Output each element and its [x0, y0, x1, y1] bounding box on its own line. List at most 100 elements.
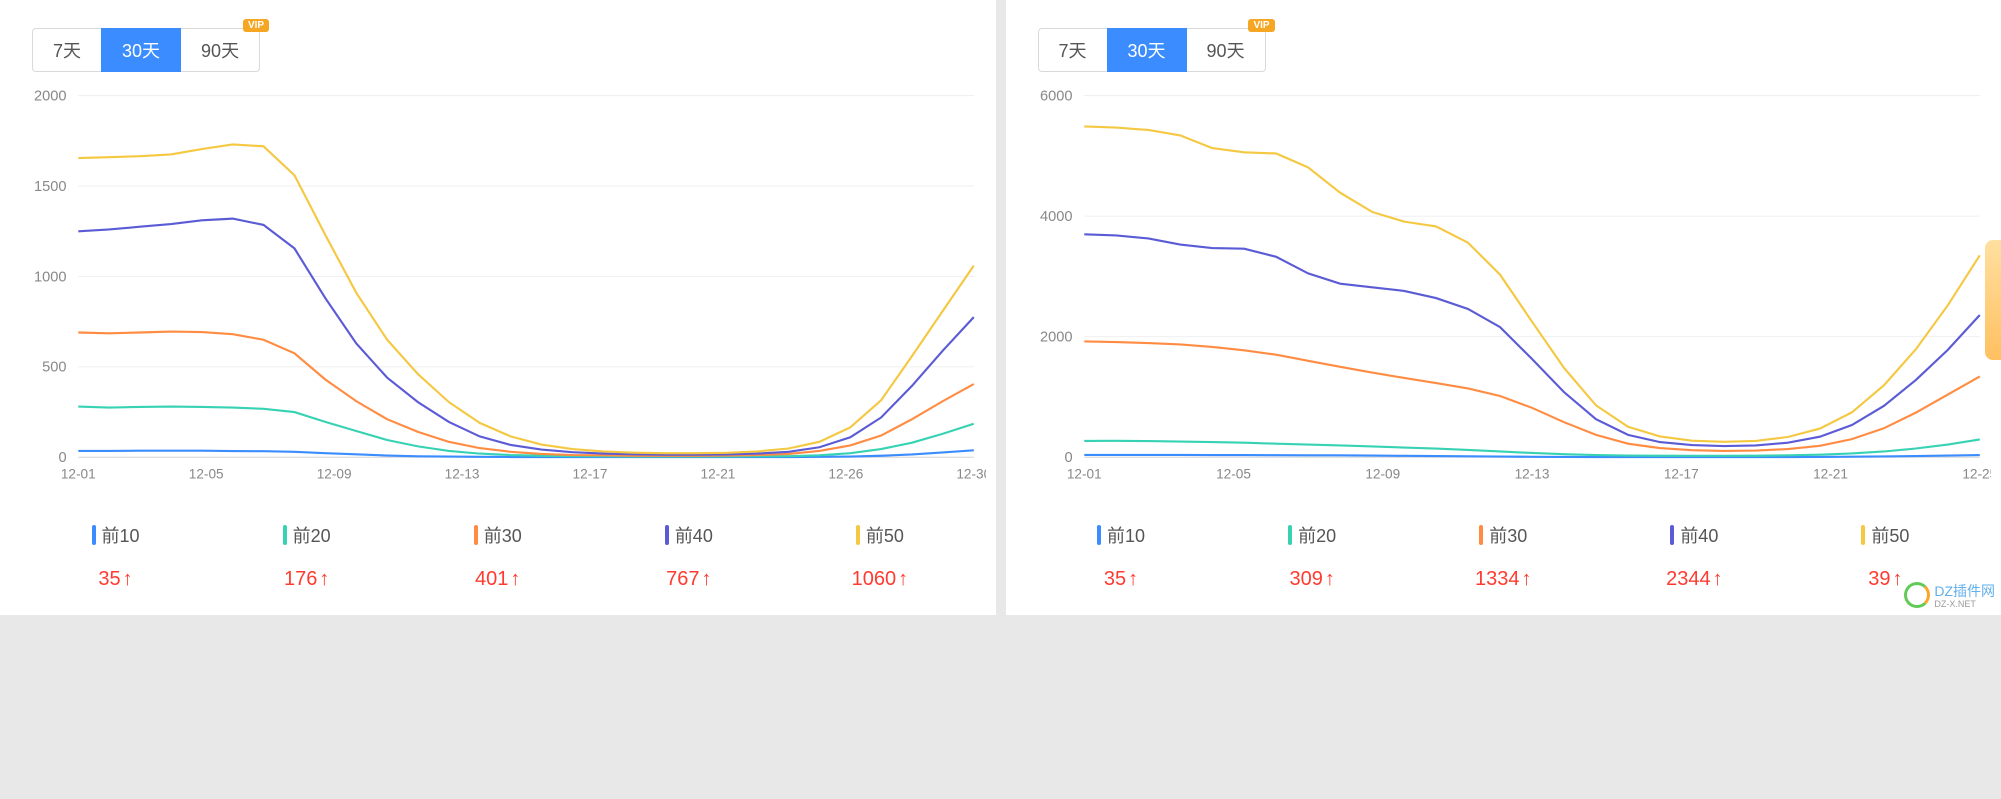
legend-label-text: 前50: [1871, 522, 1909, 548]
legend-row: 前10 前20 前30 前40 前50: [1006, 492, 2001, 560]
legend-value-number: 176: [284, 568, 317, 590]
legend-item[interactable]: 前10: [20, 522, 211, 550]
legend-value-number: 309: [1289, 568, 1322, 590]
legend-value: 35↑: [20, 568, 211, 591]
x-axis-label: 12-05: [1216, 467, 1251, 482]
time-range-tabs: 7天 30天90天VIP: [0, 0, 996, 72]
tab-label: 7天: [53, 41, 81, 61]
x-axis-label: 12-05: [189, 467, 224, 482]
legend-color-bar: [1670, 525, 1674, 545]
y-axis-label: 2000: [1040, 330, 1073, 346]
legend-value-number: 1060: [852, 568, 897, 590]
x-axis-label: 12-09: [317, 467, 352, 482]
legend-value-number: 35: [1104, 568, 1126, 590]
x-axis-label: 12-21: [1813, 467, 1848, 482]
legend-value: 176↑: [211, 568, 402, 591]
vip-badge: VIP: [243, 19, 269, 32]
legend-label-text: 前40: [675, 522, 713, 548]
line-chart: 050010001500200012-0112-0512-0912-1312-1…: [0, 72, 996, 492]
legend-value-number: 767: [666, 568, 699, 590]
trend-up-icon: ↑: [123, 568, 133, 591]
trend-up-icon: ↑: [898, 568, 908, 591]
legend-color-bar: [665, 525, 669, 545]
x-axis-label: 12-21: [700, 467, 735, 482]
legend-value: 1060↑: [784, 568, 975, 591]
legend-label-text: 前10: [1107, 522, 1145, 548]
series-line: [1084, 234, 1980, 446]
legend-color-bar: [1861, 525, 1865, 545]
legend-color-bar: [1097, 525, 1101, 545]
legend-item[interactable]: 前30: [1408, 522, 1599, 550]
watermark: DZ插件网DZ-X.NET: [1904, 581, 1995, 609]
legend-label-text: 前30: [1489, 522, 1527, 548]
legend-value-row: 35↑309↑1334↑2344↑39↑: [1006, 560, 2001, 615]
legend-color-bar: [474, 525, 478, 545]
legend-item[interactable]: 前20: [211, 522, 402, 550]
series-line: [1084, 439, 1980, 455]
y-axis-label: 4000: [1040, 209, 1073, 225]
legend-value: 35↑: [1026, 568, 1217, 591]
tab-label: 7天: [1059, 41, 1087, 61]
legend-item[interactable]: 前40: [593, 522, 784, 550]
legend-color-bar: [1479, 525, 1483, 545]
legend-label-text: 前10: [102, 522, 140, 548]
legend-color-bar: [856, 525, 860, 545]
x-axis-label: 12-13: [1514, 467, 1549, 482]
y-axis-label: 6000: [1040, 89, 1073, 105]
panel-left: 7天30天90天VIP050010001500200012-0112-0512-…: [0, 0, 996, 615]
y-axis-label: 0: [1064, 450, 1072, 466]
time-range-tabs: 7天 30天90天VIP: [1006, 0, 2001, 72]
legend-value-number: 2344: [1666, 568, 1711, 590]
legend-label-text: 前20: [1298, 522, 1336, 548]
legend-row: 前10 前20 前30 前40 前50: [0, 492, 996, 560]
x-axis-label: 12-09: [1365, 467, 1400, 482]
x-axis-label: 12-30: [956, 467, 985, 482]
tab-30d[interactable]: 30天: [1107, 28, 1187, 72]
legend-value-number: 1334: [1475, 568, 1520, 590]
tab-7d[interactable]: 7天: [32, 28, 102, 72]
tab-7d[interactable]: 7天: [1038, 28, 1108, 72]
tab-90d[interactable]: 90天VIP: [1186, 28, 1266, 72]
x-axis-label: 12-13: [445, 467, 480, 482]
line-chart: 020004000600012-0112-0512-0912-1312-1712…: [1006, 72, 2001, 492]
trend-up-icon: ↑: [510, 568, 520, 591]
panel-right: 7天30天90天VIP020004000600012-0112-0512-091…: [1006, 0, 2001, 615]
legend-color-bar: [283, 525, 287, 545]
legend-item[interactable]: 前40: [1599, 522, 1790, 550]
tab-90d[interactable]: 90天VIP: [180, 28, 260, 72]
legend-label-text: 前40: [1680, 522, 1718, 548]
watermark-subtext: DZ-X.NET: [1934, 599, 1995, 609]
legend-item[interactable]: 前30: [402, 522, 593, 550]
legend-label-text: 前30: [484, 522, 522, 548]
legend-color-bar: [1288, 525, 1292, 545]
legend-value: 309↑: [1217, 568, 1408, 591]
watermark-logo-icon: [1904, 582, 1930, 608]
y-axis-label: 500: [42, 360, 66, 376]
series-line: [78, 219, 974, 455]
legend-value-number: 39: [1868, 568, 1890, 590]
x-axis-label: 12-17: [573, 467, 608, 482]
x-axis-label: 12-26: [828, 467, 863, 482]
trend-up-icon: ↑: [1521, 568, 1531, 591]
legend-value-number: 401: [475, 568, 508, 590]
legend-color-bar: [92, 525, 96, 545]
legend-item[interactable]: 前20: [1217, 522, 1408, 550]
side-handle[interactable]: [1985, 240, 2001, 360]
x-axis-label: 12-01: [61, 467, 96, 482]
legend-item[interactable]: 前10: [1026, 522, 1217, 550]
legend-value: 401↑: [402, 568, 593, 591]
trend-up-icon: ↑: [1893, 568, 1903, 591]
trend-up-icon: ↑: [1713, 568, 1723, 591]
legend-item[interactable]: 前50: [784, 522, 975, 550]
series-line: [78, 332, 974, 456]
legend-value-number: 35: [98, 568, 120, 590]
tab-30d[interactable]: 30天: [101, 28, 181, 72]
legend-label-text: 前20: [293, 522, 331, 548]
legend-value: 767↑: [593, 568, 784, 591]
y-axis-label: 2000: [34, 89, 67, 105]
series-line: [1084, 126, 1980, 441]
legend-item[interactable]: 前50: [1790, 522, 1981, 550]
tab-label: 90天: [1207, 41, 1245, 61]
trend-up-icon: ↑: [702, 568, 712, 591]
trend-up-icon: ↑: [319, 568, 329, 591]
